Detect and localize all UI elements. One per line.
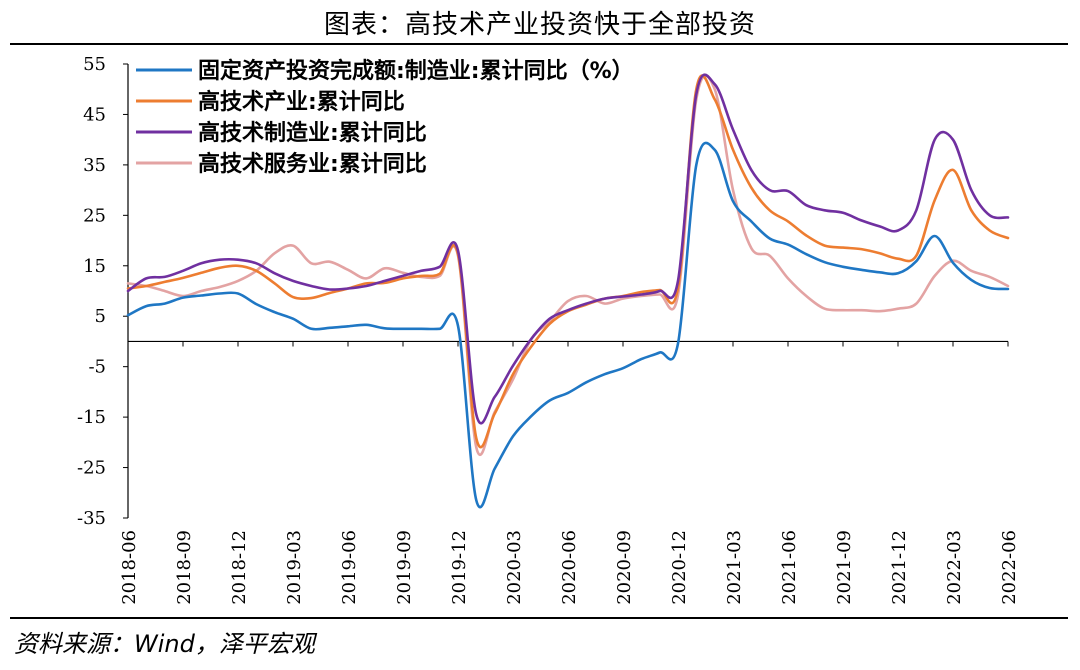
x-tick-label: 2020-06 — [559, 530, 580, 605]
x-tick-label: 2022-03 — [944, 530, 965, 605]
series-line-1 — [126, 141, 1010, 509]
x-tick-label: 2019-12 — [449, 530, 470, 605]
y-tick-label: 45 — [83, 104, 106, 125]
x-tick-label: 2019-03 — [284, 530, 305, 605]
x-tick-label: 2022-06 — [999, 530, 1020, 605]
bottom-divider — [10, 617, 1068, 619]
y-tick-label: -25 — [77, 458, 106, 479]
legend-label-1: 固定资产投资完成额:制造业:累计同比（%） — [198, 58, 634, 84]
x-tick-label: 2020-12 — [669, 530, 690, 605]
x-tick-label: 2021-12 — [889, 530, 910, 605]
y-tick-label: -5 — [88, 357, 106, 378]
chart-axes: 55 45 35 25 15 5 -5 -15 -25 -35 2018-06 2018-09 2018… — [77, 54, 1020, 605]
line-chart: 55 45 35 25 15 5 -5 -15 -25 -35 2018-06 2018-09 2018… — [77, 54, 1020, 605]
x-tick-label: 2018-09 — [174, 530, 195, 605]
chart-legend: 固定资产投资完成额:制造业:累计同比（%） 高技术产业:累计同比高技术制造业:累计… — [136, 58, 634, 177]
source-note: 资料来源：Wind，泽平宏观 — [14, 630, 315, 658]
legend-label-3: 高技术制造业:累计同比 — [198, 120, 427, 146]
top-divider — [10, 43, 1068, 45]
x-tick-label: 2019-06 — [339, 530, 360, 605]
y-tick-label: 15 — [83, 256, 106, 277]
x-tick-label: 2020-03 — [504, 530, 525, 605]
chart-lines — [126, 73, 1010, 509]
y-tick-label: 35 — [83, 155, 106, 176]
legend-label-4: 高技术服务业:累计同比 — [198, 151, 427, 177]
y-tick-label: 25 — [83, 205, 106, 226]
y-tick-label: 55 — [83, 54, 106, 75]
x-tick-label: 2021-09 — [834, 530, 855, 605]
x-tick-label: 2020-09 — [614, 530, 635, 605]
legend-label-2: 高技术产业:累计同比 — [198, 89, 405, 115]
x-tick-label: 2018-12 — [229, 530, 250, 605]
y-tick-label: -15 — [77, 407, 106, 428]
chart-title: 图表：高技术产业投资快于全部投资 — [323, 10, 756, 40]
y-tick-label: -35 — [77, 508, 106, 529]
x-tick-label: 2021-03 — [724, 530, 745, 605]
x-tick-label: 2021-06 — [779, 530, 800, 605]
y-tick-label: 5 — [95, 306, 106, 327]
series-line-3 — [126, 73, 1010, 425]
x-tick-label: 2018-06 — [119, 530, 140, 605]
series-line-4 — [126, 74, 1010, 457]
x-tick-label: 2019-09 — [394, 530, 415, 605]
